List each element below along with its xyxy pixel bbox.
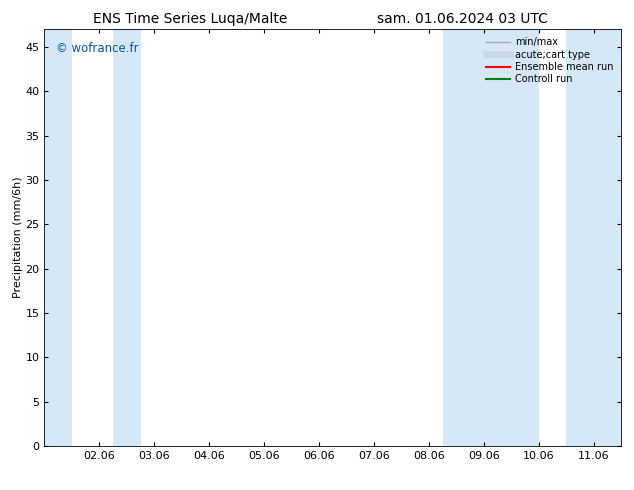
Bar — [113, 29, 141, 446]
Text: ENS Time Series Luqa/Malte: ENS Time Series Luqa/Malte — [93, 12, 287, 26]
Bar — [498, 29, 539, 446]
Text: © wofrance.fr: © wofrance.fr — [56, 42, 139, 55]
Y-axis label: Precipitation (mm/6h): Precipitation (mm/6h) — [13, 177, 23, 298]
Legend: min/max, acute;cart type, Ensemble mean run, Controll run: min/max, acute;cart type, Ensemble mean … — [483, 34, 616, 87]
Bar — [443, 29, 498, 446]
Bar — [44, 29, 72, 446]
Text: sam. 01.06.2024 03 UTC: sam. 01.06.2024 03 UTC — [377, 12, 548, 26]
Bar — [566, 29, 621, 446]
